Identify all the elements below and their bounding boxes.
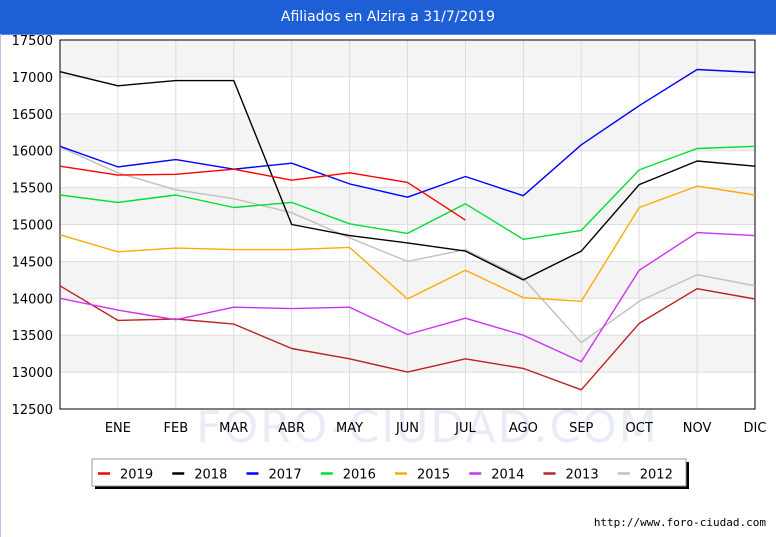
legend-label-2017: 2017 <box>269 468 302 483</box>
series-line-2014 <box>59 231 756 363</box>
y-tick-label: 14500 <box>12 255 53 270</box>
series-line-2017 <box>59 68 756 198</box>
y-tick-label: 17000 <box>12 71 53 86</box>
legend-label-2012: 2012 <box>640 468 673 483</box>
x-tick-label: JUL <box>454 421 476 436</box>
series-line-2019 <box>59 165 466 221</box>
x-tick-label: SEP <box>569 421 593 436</box>
series-line-2016 <box>59 145 756 241</box>
legend-label-2015: 2015 <box>417 468 450 483</box>
x-tick-label: MAY <box>336 421 363 436</box>
watermark-text: FORO-CIUDAD.COM <box>196 402 659 453</box>
y-tick-label: 17500 <box>12 34 53 49</box>
plot-frame <box>59 39 756 410</box>
x-tick-label: ENE <box>105 421 131 436</box>
y-tick-label: 15500 <box>12 182 53 197</box>
y-tick-label: 12500 <box>12 403 53 418</box>
x-tick-label: NOV <box>683 421 712 436</box>
y-tick-label: 13000 <box>12 366 53 381</box>
left-border <box>0 34 1 537</box>
y-tick-label: 16000 <box>12 145 53 160</box>
y-tick-label: 16500 <box>12 108 53 123</box>
legend-box <box>91 458 687 487</box>
x-tick-label: MAR <box>219 421 248 436</box>
x-tick-label: FEB <box>164 421 189 436</box>
y-tick-label: 13500 <box>12 329 53 344</box>
x-tick-label: AGO <box>509 421 538 436</box>
chart-title: Afiliados en Alzira a 31/7/2019 <box>280 9 496 25</box>
legend-label-2018: 2018 <box>194 468 227 483</box>
y-tick-label: 14000 <box>12 292 53 307</box>
x-tick-label: ABR <box>278 421 305 436</box>
legend-label-2014: 2014 <box>491 468 524 483</box>
x-tick-label: JUN <box>395 421 419 436</box>
y-tick-label: 15000 <box>12 219 53 234</box>
series-line-2012 <box>59 146 756 344</box>
legend-label-2016: 2016 <box>343 468 376 483</box>
legend-label-2019: 2019 <box>120 468 153 483</box>
footer-url[interactable]: http://www.foro-ciudad.com <box>593 516 766 529</box>
legend-label-2013: 2013 <box>566 468 599 483</box>
x-tick-label: DIC <box>744 421 767 436</box>
x-tick-label: OCT <box>626 421 653 436</box>
series-line-2018 <box>59 71 756 281</box>
title-bar: Afiliados en Alzira a 31/7/2019 <box>0 0 776 35</box>
series-line-2015 <box>59 185 756 302</box>
